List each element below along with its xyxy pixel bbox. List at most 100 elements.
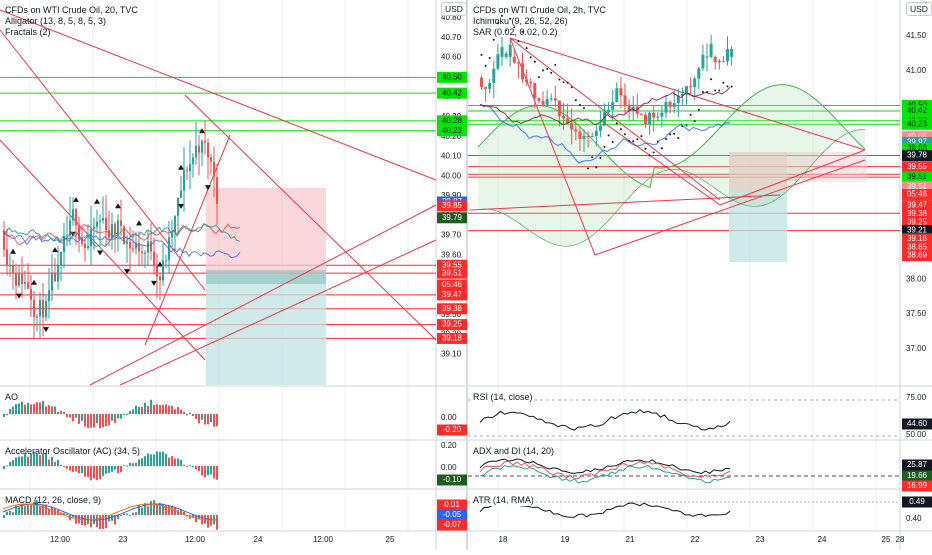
fractals-legend[interactable]: Fractals (2) <box>5 27 51 37</box>
ac-tick: 0.20 <box>441 441 457 450</box>
candle-body <box>120 220 122 227</box>
candle-body <box>132 248 134 250</box>
left-time-tick: 24 <box>254 535 263 544</box>
ac-bar <box>96 466 98 481</box>
ac-bar <box>87 466 89 478</box>
right-time-tick: 18 <box>499 535 508 544</box>
ac-bar <box>186 465 188 467</box>
ac-bar <box>108 466 110 473</box>
left-price-badge-bg <box>437 259 467 271</box>
left-price-badge: 39.47 <box>442 290 463 299</box>
candle-body <box>21 273 23 284</box>
adx-title[interactable]: ADX and DI (14, 20) <box>473 446 555 457</box>
candle-body <box>603 112 606 126</box>
macd-value-badge: 0.01 <box>444 500 460 509</box>
candle-body <box>210 157 212 162</box>
left-price-tick: 40.20 <box>441 132 462 141</box>
alligator-legend[interactable]: Alligator (13, 8, 5, 8, 5, 3) <box>5 16 107 26</box>
right-price-badge: 39.97 <box>907 137 928 146</box>
ao-bar <box>138 407 140 414</box>
parabolic-sar-dot <box>677 137 680 140</box>
right-price-badge: 39.51 <box>907 172 928 181</box>
candle-body <box>521 63 524 80</box>
macd-bar <box>39 505 41 515</box>
ao-bar <box>135 405 137 414</box>
candle-body <box>578 131 582 139</box>
left-price-badge: 40.28 <box>442 116 463 125</box>
left-price-badge: 39.38 <box>442 304 463 313</box>
right-price-badge: 40.05 <box>907 132 928 141</box>
parabolic-sar-dot <box>566 81 569 84</box>
candle-body <box>680 93 684 96</box>
right-price-badge-bg <box>902 136 932 148</box>
ac-bar <box>21 456 23 466</box>
ao-title[interactable]: AO <box>5 392 19 402</box>
candle-body <box>545 98 549 105</box>
fractal-up-marker <box>178 164 184 170</box>
ac-bar <box>141 458 143 466</box>
right-currency-label[interactable]: USD <box>906 2 932 16</box>
candle-body <box>78 225 80 240</box>
left-price-badge-bg <box>437 115 467 127</box>
ao-bar <box>57 411 59 414</box>
ichimoku-legend[interactable]: Ichimoku (9, 26, 52, 26) <box>473 16 568 26</box>
candle-body <box>504 53 508 57</box>
macd-bar <box>99 515 101 530</box>
macd-bar <box>42 504 44 515</box>
ac-title[interactable]: Accelerator Oscillator (AC) (34, 5) <box>5 446 141 456</box>
parabolic-sar-dot <box>509 17 512 20</box>
di-plus-badge: 19.66 <box>907 471 928 480</box>
parabolic-sar-dot <box>726 85 729 88</box>
ac-bar <box>81 466 83 474</box>
ac-bar <box>18 456 20 466</box>
ichimoku-line <box>479 104 731 164</box>
ac-bar <box>120 466 122 473</box>
ao-bar <box>198 414 200 424</box>
atr-title[interactable]: ATR (14, RMA) <box>473 495 534 506</box>
macd-bar <box>150 501 152 515</box>
candle-body <box>648 112 652 125</box>
parabolic-sar-dot <box>685 124 688 127</box>
candle-body <box>57 265 59 282</box>
ao-bar <box>144 402 146 414</box>
macd-bar <box>18 507 20 515</box>
sar-legend[interactable]: SAR (0.02, 0.02, 0.2) <box>473 27 558 37</box>
parabolic-sar-dot <box>533 60 536 63</box>
right-price-badge-bg <box>902 216 932 228</box>
ao-bar <box>15 404 17 414</box>
left-currency-label[interactable]: USD <box>441 2 467 16</box>
candle-body <box>615 88 619 103</box>
left-price-tick: 40.60 <box>441 53 462 62</box>
right-chart-title[interactable]: CFDs on WTI Crude Oil, 2h, TVC <box>473 5 606 15</box>
candle-body <box>730 48 734 57</box>
left-chart-title[interactable]: CFDs on WTI Crude Oil, 20, TVC <box>5 5 138 15</box>
rsi-title[interactable]: RSI (14, close) <box>473 392 533 403</box>
ac-value-badge-bg <box>437 474 467 486</box>
candle-body <box>150 241 152 252</box>
macd-bar <box>123 513 125 515</box>
ac-tick: 0.00 <box>441 463 457 472</box>
fractal-down-marker <box>124 269 130 275</box>
ac-bar <box>54 461 56 466</box>
candle-body <box>201 140 203 153</box>
ac-bar <box>168 457 170 466</box>
ao-bar <box>12 406 14 414</box>
parabolic-sar-dot <box>665 138 667 141</box>
trend-line <box>594 159 866 256</box>
short-position-target-zone <box>729 192 787 262</box>
ao-bar <box>186 414 188 416</box>
macd-bar <box>69 515 71 521</box>
candle-body <box>183 170 185 191</box>
parabolic-sar-dot <box>550 71 553 74</box>
ao-bar <box>216 414 218 427</box>
ao-bar <box>30 404 32 414</box>
trend-line <box>0 139 206 361</box>
candle-body <box>619 88 623 96</box>
candle-body <box>549 98 553 100</box>
candle-body <box>676 95 680 104</box>
parabolic-sar-dot <box>644 147 647 150</box>
left-price-badge: 39.79 <box>442 213 463 222</box>
macd-title[interactable]: MACD (12, 26, close, 9) <box>5 495 102 505</box>
candle-body <box>713 56 717 63</box>
